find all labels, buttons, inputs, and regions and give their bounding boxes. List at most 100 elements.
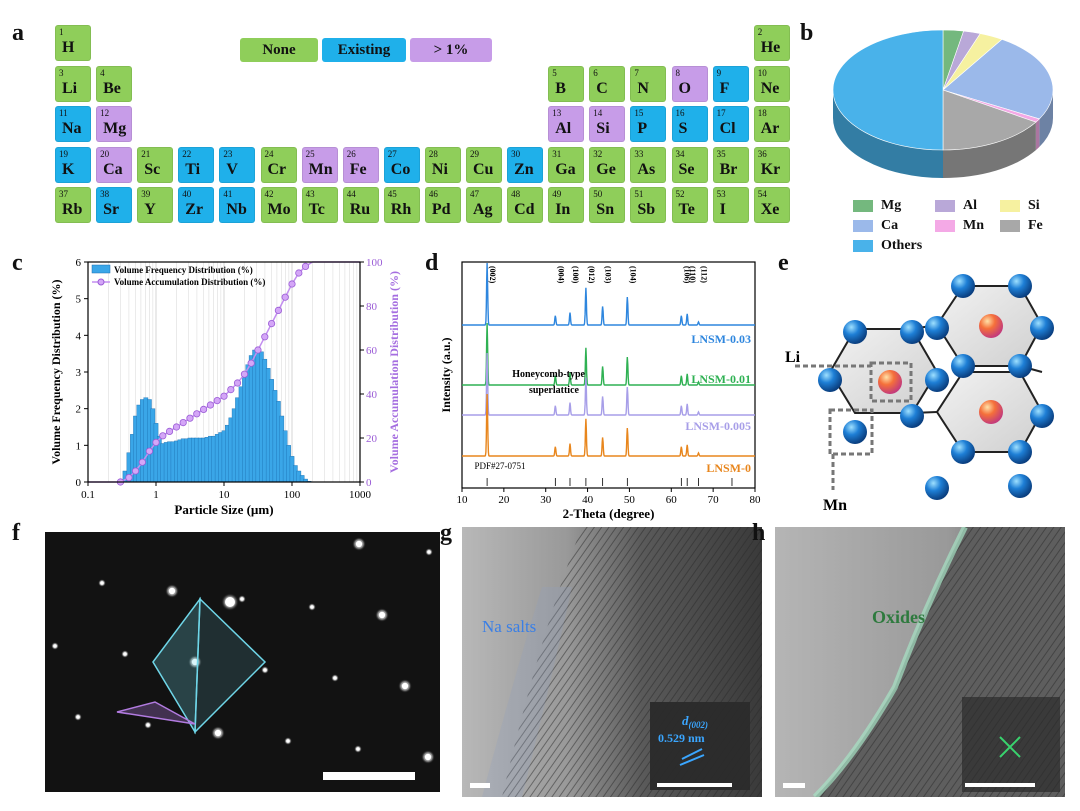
element-ru: 44 Ru xyxy=(342,187,379,223)
accum-point xyxy=(233,379,242,387)
peak-label: (100) xyxy=(571,266,580,284)
atomic-number: 38 xyxy=(100,189,110,199)
element-se: 34 Se xyxy=(671,146,708,183)
element-y: 39 Y xyxy=(137,187,174,223)
accum-point xyxy=(165,427,174,435)
x-tick-label: 10 xyxy=(219,489,231,501)
diffraction-spot-core xyxy=(123,652,127,656)
element-symbol: P xyxy=(637,120,648,137)
annotation-line1: Honeycomb-type xyxy=(512,369,585,380)
accum-point xyxy=(220,392,228,400)
accum-point xyxy=(152,438,160,446)
element-symbol: Sn xyxy=(596,201,615,218)
panel-label-b: b xyxy=(800,20,814,46)
diffraction-spot-core xyxy=(333,676,337,680)
element-symbol: Rb xyxy=(62,201,83,218)
series-label: LNSM-0 xyxy=(706,461,751,475)
pie-side-others xyxy=(833,90,943,178)
accum-point xyxy=(179,419,187,427)
atomic-number: 33 xyxy=(634,148,644,159)
atomic-number: 14 xyxy=(593,108,603,118)
y-tick-label: 5 xyxy=(76,294,82,306)
pie-legend-ca: Ca xyxy=(853,218,898,234)
panel-label-g: g xyxy=(440,520,452,546)
element-symbol: Ru xyxy=(349,201,371,218)
x-tick-label: 30 xyxy=(540,494,552,506)
atomic-number: 52 xyxy=(675,189,685,199)
atomic-number: 36 xyxy=(757,148,767,159)
element-he: 2 He xyxy=(753,25,790,61)
x-tick-label: 40 xyxy=(582,494,594,506)
element-symbol: Kr xyxy=(760,160,781,178)
element-symbol: Y xyxy=(144,201,156,218)
element-ne: 10 Ne xyxy=(753,65,790,102)
peak-label: (012) xyxy=(587,266,596,284)
diffraction-spot-core xyxy=(378,611,386,619)
accum-point xyxy=(240,370,249,378)
xrd-chart: LNSM-0.03 LNSM-0.01 LNSM-0.005 LNSM-0 (002) (… xyxy=(439,261,761,521)
atomic-number: 18 xyxy=(757,108,767,118)
central-beam-core xyxy=(225,597,235,607)
x-tick-label: 1 xyxy=(153,489,159,501)
element-symbol: In xyxy=(555,201,571,218)
atomic-number: 24 xyxy=(264,148,274,159)
li-atoms xyxy=(878,314,1003,424)
element-symbol: Xe xyxy=(760,201,780,218)
diffraction-spot-core xyxy=(310,605,314,609)
atomic-number: 47 xyxy=(470,189,479,199)
pie-slice-fe xyxy=(942,89,1037,151)
atomic-number: 51 xyxy=(634,189,644,199)
element-rb: 37 Rb xyxy=(55,187,91,223)
element-s: 16 S xyxy=(671,106,708,142)
element-symbol: Tc xyxy=(308,201,325,218)
element-ge: 32 Ge xyxy=(589,146,626,183)
element-sc: 21 Sc xyxy=(137,146,174,183)
element-symbol: Fe xyxy=(349,160,367,178)
accum-point xyxy=(213,397,221,405)
legend-label: Mn xyxy=(963,218,984,233)
y2-tick-label: 0 xyxy=(366,477,372,489)
element-symbol: Ne xyxy=(760,79,780,97)
legend-swatch xyxy=(853,220,873,232)
accum-point xyxy=(159,432,167,440)
element-symbol: Mo xyxy=(267,201,291,218)
diffraction-spot-core xyxy=(191,658,199,666)
peak-label: (110) xyxy=(688,266,697,283)
accum-point xyxy=(125,474,133,482)
panel-label-d: d xyxy=(425,250,439,276)
legend-none: None xyxy=(240,38,318,62)
atomic-number: 6 xyxy=(593,67,598,78)
pie-legend-si: Si xyxy=(1000,198,1040,214)
element-symbol: Se xyxy=(678,160,695,178)
accum-point xyxy=(199,405,208,413)
accum-point xyxy=(138,458,146,466)
diffraction-spot-core xyxy=(76,715,80,719)
atomic-number: 40 xyxy=(182,189,192,199)
atomic-number: 43 xyxy=(305,189,315,199)
element-sr: 38 Sr xyxy=(96,187,133,223)
element-symbol: V xyxy=(226,160,238,178)
element-symbol: Rh xyxy=(390,201,412,218)
x-tick-label: 20 xyxy=(498,494,510,506)
y-tick-label: 0 xyxy=(76,477,82,489)
y2-tick-label: 20 xyxy=(366,433,378,445)
y-tick-label: 1 xyxy=(76,440,82,452)
atomic-number: 54 xyxy=(757,189,767,199)
atomic-number: 2 xyxy=(757,27,763,37)
atomic-number: 9 xyxy=(716,67,722,78)
y2-tick-label: 100 xyxy=(366,257,383,269)
element-symbol: Ni xyxy=(431,160,448,178)
element-symbol: Li xyxy=(62,79,78,97)
inset-scale-bar xyxy=(657,783,732,787)
pie-side-mn xyxy=(1035,118,1040,151)
element-ti: 22 Ti xyxy=(178,146,215,183)
diffraction-spot-core xyxy=(168,587,176,595)
element-symbol: S xyxy=(678,120,688,137)
li-label: Li xyxy=(785,349,801,366)
atomic-number: 50 xyxy=(593,189,603,199)
element-in: 49 In xyxy=(548,187,585,223)
atomic-number: 25 xyxy=(305,148,315,159)
element-te: 52 Te xyxy=(671,187,708,223)
atomic-number: 45 xyxy=(387,189,397,199)
